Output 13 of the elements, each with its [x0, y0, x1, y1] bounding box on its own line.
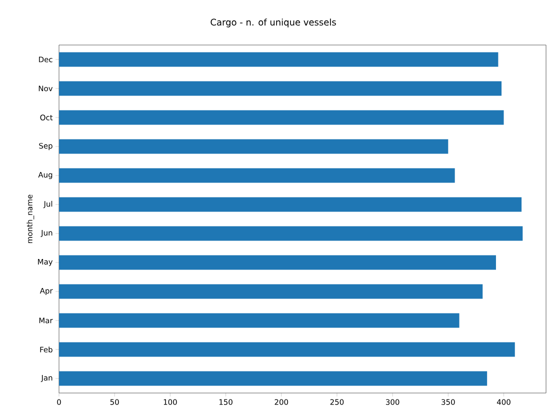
bar — [59, 197, 522, 212]
bar — [59, 255, 496, 270]
bar — [59, 313, 460, 328]
bar — [59, 139, 448, 154]
bar — [59, 52, 498, 67]
bar — [59, 226, 523, 241]
bar — [59, 284, 483, 299]
bar — [59, 110, 504, 125]
bar — [59, 371, 488, 386]
chart-title: Cargo - n. of unique vessels — [210, 18, 336, 28]
bar — [59, 342, 515, 357]
bar — [59, 81, 502, 96]
bar — [59, 168, 455, 183]
